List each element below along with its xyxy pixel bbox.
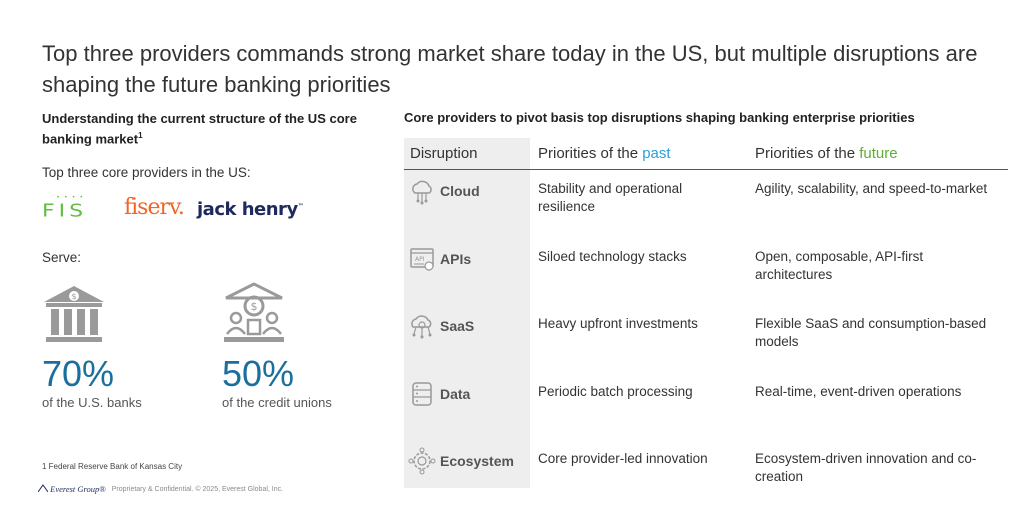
api-icon: API <box>410 247 434 271</box>
future-priority: Open, composable, API-first architecture… <box>755 248 924 282</box>
table-row: SaaS Heavy upfront investments Flexible … <box>404 305 1008 373</box>
jack-henry-logo-text: jack henry <box>197 199 298 220</box>
header-past-prefix: Priorities of the <box>538 145 643 162</box>
table-header: Disruption Priorities of the past Priori… <box>404 138 1008 170</box>
header-future: Priorities of the future <box>755 145 898 162</box>
disruption-cell: SaaS <box>408 312 474 340</box>
stat-banks: $ 70% of the U.S. banks <box>42 282 142 410</box>
provider-logos: • • • • FIS fiserv. jack henry™ <box>42 195 342 223</box>
past-priority: Core provider-led innovation <box>538 451 708 466</box>
fiserv-logo: fiserv. <box>124 195 185 220</box>
stat-credit-unions: $ 50% of the credit unions <box>222 282 332 410</box>
fis-logo: FIS <box>42 201 88 222</box>
past-priority: Heavy upfront investments <box>538 316 698 331</box>
cloud-icon <box>412 180 432 205</box>
database-icon <box>412 381 432 406</box>
table-row: API APIs Siloed technology stacks Open, … <box>404 238 1008 306</box>
serve-label: Serve: <box>42 250 82 265</box>
disruption-label: Ecosystem <box>440 453 514 469</box>
jack-henry-logo: jack henry™ <box>197 199 304 220</box>
past-priority: Periodic batch processing <box>538 383 693 399</box>
future-priority: Real-time, event-driven operations <box>755 383 962 399</box>
stat-description: of the credit unions <box>222 395 332 410</box>
svg-text:API: API <box>415 256 425 263</box>
svg-text:$: $ <box>251 300 258 313</box>
stat-description: of the U.S. banks <box>42 395 142 410</box>
disruption-label: Data <box>440 385 471 402</box>
svg-text:$: $ <box>71 292 76 301</box>
bank-building-icon: $ <box>44 286 104 342</box>
table-row: Ecosystem Core provider-led innovation E… <box>404 440 1008 508</box>
footer: Everest Group® Proprietary & Confidentia… <box>37 484 284 494</box>
footnote: 1 Federal Reserve Bank of Kansas City <box>42 462 183 471</box>
disruption-label: APIs <box>440 250 472 267</box>
past-priority: Stability and operational resilience <box>538 181 683 214</box>
table-row: Cloud Stability and operational resilien… <box>404 170 1008 238</box>
future-priority: Flexible SaaS and consumption-based mode… <box>755 316 987 349</box>
jack-henry-trademark: ™ <box>297 203 304 210</box>
table-row: Data Periodic batch processing Real-time… <box>404 373 1008 441</box>
top-three-label: Top three core providers in the US: <box>42 165 251 180</box>
future-priority: Ecosystem-driven innovation and co-creat… <box>755 451 977 484</box>
everest-mountain-icon <box>37 484 49 493</box>
header-future-prefix: Priorities of the <box>755 145 860 162</box>
credit-union-icon: $ <box>224 282 284 342</box>
header-disruption: Disruption <box>410 145 478 162</box>
disruption-column-background <box>404 138 530 488</box>
footnote-marker: 1 <box>138 131 143 140</box>
header-past-highlight: past <box>642 145 671 162</box>
saas-cloud-gear-icon <box>411 315 432 339</box>
disruption-cell: Data <box>408 380 470 408</box>
everest-group-logo: Everest Group® <box>37 484 106 494</box>
disruption-cell: Ecosystem <box>408 447 514 475</box>
disruption-table: Disruption Priorities of the past Priori… <box>404 138 1008 508</box>
footer-copyright: Proprietary & Confidential. © 2025, Ever… <box>111 485 284 493</box>
right-section-heading: Core providers to pivot basis top disrup… <box>404 110 915 125</box>
footer-brand-text: Everest Group® <box>50 484 106 494</box>
disruption-label: Cloud <box>440 183 480 199</box>
left-heading-text: Understanding the current structure of t… <box>42 111 357 147</box>
header-past: Priorities of the past <box>538 145 671 162</box>
fis-logo-dots: • • • • <box>57 195 85 201</box>
disruption-cell: Cloud <box>408 177 480 205</box>
left-section-heading: Understanding the current structure of t… <box>42 110 362 147</box>
stat-value: 50% <box>222 353 295 394</box>
ecosystem-gear-icon <box>408 447 436 475</box>
header-future-highlight: future <box>859 145 898 162</box>
stat-value: 70% <box>42 353 115 394</box>
disruption-cell: API APIs <box>408 245 471 273</box>
future-priority: Agility, scalability, and speed-to-marke… <box>755 181 988 196</box>
past-priority: Siloed technology stacks <box>538 248 687 264</box>
disruption-label: SaaS <box>440 318 475 334</box>
page-title: Top three providers commands strong mark… <box>42 41 978 97</box>
